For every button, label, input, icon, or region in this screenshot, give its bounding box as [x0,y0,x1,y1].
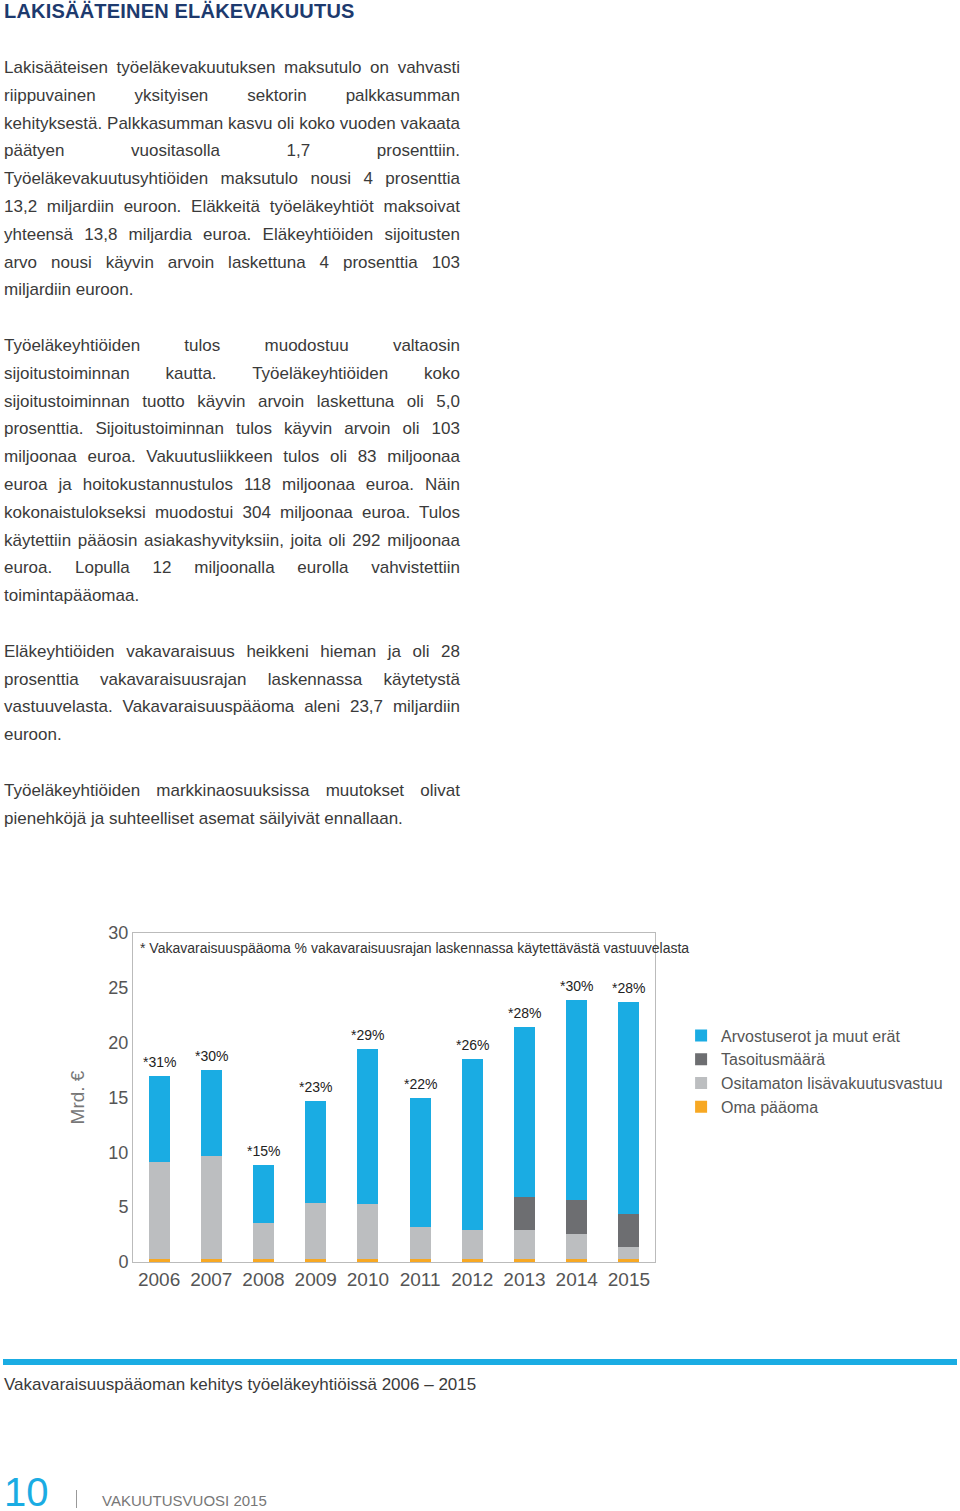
svg-text:2011: 2011 [400,1269,441,1290]
svg-text:15: 15 [108,1088,128,1108]
svg-text:2007: 2007 [190,1269,232,1290]
svg-text:*31%: *31% [143,1054,176,1070]
svg-text:*22%: *22% [404,1076,437,1092]
svg-text:2008: 2008 [242,1269,284,1290]
html-text:Eläkeyhtiöiden vakavaraisuus h: Eläkeyhtiöiden vakavaraisuus heikkeni hi… [4,641,460,745]
html-text:Lakisääteisen työeläkevakuutuk: Lakisääteisen työeläkevakuutuksen maksut… [4,58,460,300]
html-text:Vakavaraisuuspääoman kehitys t: Vakavaraisuuspääoman kehitys työeläkeyht… [4,1375,477,1394]
html-text:VAKUUTUSVUOSI 2015: VAKUUTUSVUOSI 2015 [102,1492,267,1509]
svg-text:0: 0 [118,1252,128,1272]
svg-text:*30%: *30% [560,978,593,994]
svg-text:2006: 2006 [138,1269,180,1290]
svg-text:2012: 2012 [451,1269,493,1290]
html-text:Työeläkeyhtiöiden markkinaosuu: Työeläkeyhtiöiden markkinaosuuksissa muu… [4,780,460,828]
svg-text:2015: 2015 [608,1269,650,1290]
svg-text:*30%: *30% [195,1048,228,1064]
svg-text:25: 25 [108,978,128,998]
svg-text:Arvostuserot ja muut erät: Arvostuserot ja muut erät [721,1028,900,1045]
svg-text:*15%: *15% [247,1143,280,1159]
svg-text:*23%: *23% [299,1079,332,1095]
svg-text:2014: 2014 [556,1269,599,1290]
svg-text:5: 5 [118,1197,128,1217]
svg-text:2009: 2009 [295,1269,337,1290]
svg-text:*28%: *28% [508,1005,541,1021]
html-text:LAKISÄÄTEINEN ELÄKEVAKUUTUS: LAKISÄÄTEINEN ELÄKEVAKUUTUS [4,0,355,22]
svg-text:*26%: *26% [456,1037,489,1053]
svg-text:30: 30 [108,923,128,943]
svg-text:Mrd. €: Mrd. € [67,1070,88,1124]
svg-text:Oma pääoma: Oma pääoma [721,1099,818,1116]
svg-text:2013: 2013 [503,1269,545,1290]
svg-text:10: 10 [108,1143,128,1163]
svg-text:2010: 2010 [347,1269,389,1290]
svg-text:Tasoitusmäärä: Tasoitusmäärä [721,1051,825,1068]
svg-text:Ositamaton lisävakuutusvastuu: Ositamaton lisävakuutusvastuu [721,1075,942,1092]
svg-text:*29%: *29% [351,1027,384,1043]
svg-text:*28%: *28% [612,980,645,996]
html-text:Työeläkeyhtiöiden tulos muodos: Työeläkeyhtiöiden tulos muodostuu valtao… [4,336,460,606]
svg-text:* Vakavaraisuuspääoma % vakava: * Vakavaraisuuspääoma % vakavaraisuusraj… [140,940,689,956]
svg-text:20: 20 [108,1033,128,1053]
